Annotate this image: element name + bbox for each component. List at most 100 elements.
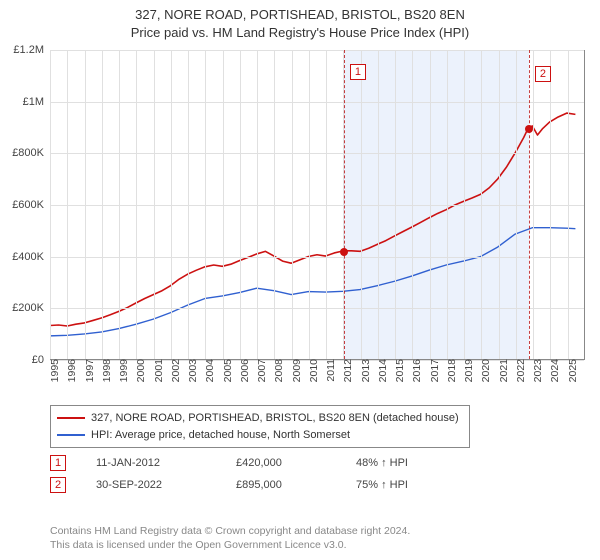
- gridline-vertical: [568, 50, 569, 359]
- transaction-date: 30-SEP-2022: [96, 479, 206, 491]
- gridline-vertical: [240, 50, 241, 359]
- plot-region: £0£200K£400K£600K£800K£1M£1.2M1995199619…: [50, 50, 585, 360]
- gridline-horizontal: [50, 205, 584, 206]
- x-axis-tick-label: 2005: [217, 359, 233, 382]
- y-axis-tick-label: £1.2M: [13, 44, 44, 56]
- x-axis-tick-label: 2013: [355, 359, 371, 382]
- title-line-1: 327, NORE ROAD, PORTISHEAD, BRISTOL, BS2…: [0, 6, 600, 24]
- gridline-vertical: [292, 50, 293, 359]
- x-axis-tick-label: 2009: [286, 359, 302, 382]
- x-axis-tick-label: 2019: [459, 359, 475, 382]
- gridline-vertical: [550, 50, 551, 359]
- legend-row-hpi: HPI: Average price, detached house, Nort…: [57, 427, 463, 444]
- gridline-vertical: [188, 50, 189, 359]
- x-axis-tick-label: 2023: [528, 359, 544, 382]
- x-axis-tick-label: 2018: [442, 359, 458, 382]
- gridline-vertical: [533, 50, 534, 359]
- gridline-vertical: [430, 50, 431, 359]
- y-axis-tick-label: £400K: [12, 251, 44, 263]
- x-axis-tick-label: 2003: [183, 359, 199, 382]
- series-line-hpi: [50, 228, 575, 336]
- gridline-vertical: [361, 50, 362, 359]
- legend-label-property: 327, NORE ROAD, PORTISHEAD, BRISTOL, BS2…: [91, 410, 459, 427]
- y-axis-tick-label: £1M: [23, 96, 44, 108]
- transaction-marker: [525, 125, 533, 133]
- gridline-vertical: [499, 50, 500, 359]
- chart-area: £0£200K£400K£600K£800K£1M£1.2M1995199619…: [50, 50, 585, 360]
- gridline-vertical: [481, 50, 482, 359]
- x-axis-tick-label: 1997: [79, 359, 95, 382]
- x-axis-tick-label: 2022: [511, 359, 527, 382]
- title-line-2: Price paid vs. HM Land Registry's House …: [0, 24, 600, 42]
- gridline-horizontal: [50, 308, 584, 309]
- legend-label-hpi: HPI: Average price, detached house, Nort…: [91, 427, 350, 444]
- copyright-footer: Contains HM Land Registry data © Crown c…: [50, 524, 410, 552]
- transaction-index-badge: 2: [50, 477, 66, 493]
- transaction-row: 2 30-SEP-2022 £895,000 75% ↑ HPI: [50, 474, 466, 496]
- x-axis-tick-label: 2010: [304, 359, 320, 382]
- gridline-vertical: [395, 50, 396, 359]
- x-axis-tick-label: 1998: [97, 359, 113, 382]
- gridline-vertical: [171, 50, 172, 359]
- legend-swatch-property: [57, 417, 85, 419]
- x-axis-tick-label: 1999: [114, 359, 130, 382]
- transaction-price: £420,000: [236, 457, 326, 469]
- x-axis-tick-label: 2008: [269, 359, 285, 382]
- legend: 327, NORE ROAD, PORTISHEAD, BRISTOL, BS2…: [50, 405, 470, 448]
- legend-swatch-hpi: [57, 434, 85, 436]
- gridline-vertical: [447, 50, 448, 359]
- x-axis-tick-label: 2006: [235, 359, 251, 382]
- transaction-vline: [344, 50, 345, 359]
- footer-line-2: This data is licensed under the Open Gov…: [50, 538, 410, 552]
- transaction-marker: [340, 248, 348, 256]
- x-axis-tick-label: 2002: [166, 359, 182, 382]
- x-axis-tick-label: 2015: [390, 359, 406, 382]
- x-axis-tick-label: 2012: [338, 359, 354, 382]
- x-axis-tick-label: 2021: [493, 359, 509, 382]
- gridline-vertical: [257, 50, 258, 359]
- gridline-vertical: [102, 50, 103, 359]
- y-axis-tick-label: £0: [32, 354, 44, 366]
- transaction-table: 1 11-JAN-2012 £420,000 48% ↑ HPI 2 30-SE…: [50, 452, 466, 496]
- transaction-index-badge-onchart: 2: [535, 66, 551, 82]
- x-axis-tick-label: 2016: [407, 359, 423, 382]
- chart-title-block: 327, NORE ROAD, PORTISHEAD, BRISTOL, BS2…: [0, 0, 600, 41]
- transaction-row: 1 11-JAN-2012 £420,000 48% ↑ HPI: [50, 452, 466, 474]
- gridline-vertical: [223, 50, 224, 359]
- gridline-vertical: [309, 50, 310, 359]
- gridline-vertical: [50, 50, 51, 359]
- gridline-vertical: [205, 50, 206, 359]
- y-axis-tick-label: £600K: [12, 199, 44, 211]
- gridline-vertical: [85, 50, 86, 359]
- x-axis-tick-label: 2007: [252, 359, 268, 382]
- gridline-horizontal: [50, 102, 584, 103]
- y-axis-tick-label: £800K: [12, 147, 44, 159]
- x-axis-tick-label: 2000: [131, 359, 147, 382]
- x-axis-tick-label: 2017: [424, 359, 440, 382]
- gridline-vertical: [67, 50, 68, 359]
- transaction-vline: [529, 50, 530, 359]
- gridline-vertical: [119, 50, 120, 359]
- transaction-index-badge: 1: [50, 455, 66, 471]
- x-axis-tick-label: 2011: [321, 359, 337, 382]
- x-axis-tick-label: 2025: [562, 359, 578, 382]
- gridline-horizontal: [50, 153, 584, 154]
- x-axis-tick-label: 2004: [200, 359, 216, 382]
- transaction-price: £895,000: [236, 479, 326, 491]
- x-axis-tick-label: 2024: [545, 359, 561, 382]
- footer-line-1: Contains HM Land Registry data © Crown c…: [50, 524, 410, 538]
- gridline-horizontal: [50, 257, 584, 258]
- y-axis-tick-label: £200K: [12, 302, 44, 314]
- x-axis-tick-label: 2014: [373, 359, 389, 382]
- transaction-date: 11-JAN-2012: [96, 457, 206, 469]
- x-axis-tick-label: 1995: [45, 359, 61, 382]
- x-axis-tick-label: 1996: [62, 359, 78, 382]
- transaction-pct: 75% ↑ HPI: [356, 479, 466, 491]
- gridline-vertical: [378, 50, 379, 359]
- x-axis-tick-label: 2020: [476, 359, 492, 382]
- gridline-vertical: [274, 50, 275, 359]
- gridline-vertical: [412, 50, 413, 359]
- series-line-property: [50, 113, 575, 326]
- gridline-vertical: [464, 50, 465, 359]
- gridline-vertical: [154, 50, 155, 359]
